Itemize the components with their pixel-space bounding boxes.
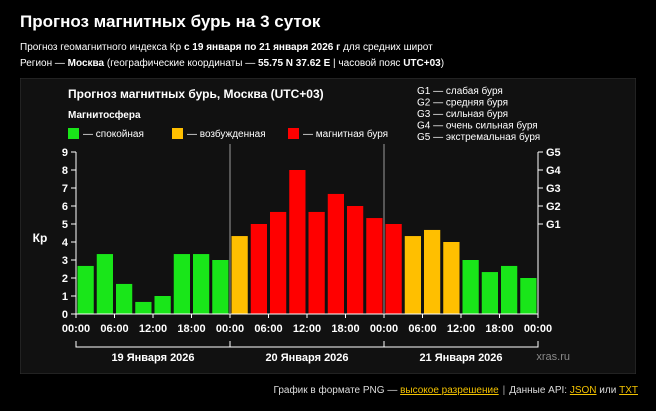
kp-bar	[154, 296, 171, 314]
x-tick-label: 12:00	[447, 323, 475, 335]
kp-bar	[327, 193, 344, 314]
high-res-link[interactable]: высокое разрешение	[400, 385, 499, 396]
forecast-description: Прогноз геомагнитного индекса Кр с 19 ян…	[20, 42, 433, 53]
png-prefix: График в формате PNG —	[273, 385, 401, 396]
api-prefix: Данные API:	[509, 385, 570, 396]
legend-swatch-calm	[68, 128, 79, 139]
storm-scale-legend-item: G3 — сильная буря	[417, 108, 508, 120]
kp-bar	[289, 170, 306, 314]
legend-label-storm: — магнитная буря	[303, 128, 388, 140]
x-tick-label: 06:00	[254, 323, 282, 335]
x-tick-label: 06:00	[408, 323, 436, 335]
x-tick-label: 00:00	[370, 323, 398, 335]
region-sep: | часовой пояс	[330, 58, 404, 69]
kp-bar	[366, 218, 383, 314]
x-tick-label: 18:00	[485, 323, 513, 335]
y-tick-label: 4	[62, 237, 69, 249]
x-tick-label: 00:00	[62, 323, 90, 335]
region-mid: (географические координаты —	[104, 58, 258, 69]
kp-bar	[231, 236, 248, 314]
kp-bar	[385, 224, 402, 314]
x-tick-label: 00:00	[524, 323, 552, 335]
region-city: Москва	[67, 58, 105, 69]
kp-bar	[501, 265, 518, 314]
y-tick-label: 8	[62, 165, 68, 177]
description-suffix: для средних широт	[340, 42, 433, 53]
day-label: 20 Января 2026	[265, 352, 348, 364]
kp-forecast-chart: Прогноз магнитных бурь, Москва (UTC+03) М…	[20, 78, 636, 374]
x-tick-label: 06:00	[100, 323, 128, 335]
x-tick-label: 18:00	[177, 323, 205, 335]
g-tick-label: G3	[546, 183, 561, 195]
storm-scale-legend-item: G1 — слабая буря	[417, 85, 503, 97]
region-coords: 55.75 N 37.62 E	[258, 58, 331, 69]
or-text: или	[596, 385, 620, 396]
y-tick-label: 7	[62, 183, 68, 195]
kp-bar	[520, 278, 537, 314]
y-tick-label: 9	[62, 147, 68, 159]
kp-bar	[404, 236, 421, 314]
legend-title: Магнитосфера	[68, 109, 141, 121]
kp-bar	[424, 229, 441, 314]
forecast-dates: с 19 января по 21 января 2026 г	[183, 42, 341, 53]
kp-bar	[193, 254, 210, 314]
description-prefix: Прогноз геомагнитного индекса Кр	[20, 42, 184, 53]
y-tick-label: 3	[62, 255, 68, 267]
storm-scale-legend-item: G4 — очень сильная буря	[417, 120, 538, 132]
kp-bar	[462, 260, 479, 314]
y-tick-label: 6	[62, 201, 68, 213]
storm-scale-legend-item: G2 — средняя буря	[417, 97, 508, 109]
g-tick-label: G1	[546, 219, 561, 231]
day-label: 19 Января 2026	[111, 352, 194, 364]
watermark: xras.ru	[536, 351, 570, 363]
g-tick-label: G5	[546, 147, 561, 159]
y-tick-label: 5	[62, 219, 68, 231]
day-bracket	[383, 341, 539, 348]
x-tick-label: 12:00	[139, 323, 167, 335]
kp-bar	[173, 254, 190, 314]
kp-bar	[270, 211, 287, 314]
kp-bar	[116, 283, 133, 314]
y-tick-label: 2	[62, 273, 68, 285]
legend-label-calm: — спокойная	[83, 129, 144, 140]
chart-title: Прогноз магнитных бурь, Москва (UTC+03)	[68, 87, 324, 101]
x-tick-label: 12:00	[293, 323, 321, 335]
storm-scale-legend-item: G5 — экстремальная буря	[417, 131, 540, 143]
kp-bar	[443, 242, 460, 314]
kp-bar	[250, 224, 267, 314]
g-tick-label: G4	[546, 165, 562, 177]
x-tick-label: 18:00	[331, 323, 359, 335]
y-tick-label: 1	[62, 291, 68, 303]
kp-bar	[481, 272, 498, 314]
json-link[interactable]: JSON	[569, 385, 597, 396]
day-label: 21 Января 2026	[419, 352, 502, 364]
footer-separator: |	[502, 385, 506, 396]
y-axis-label: Кр	[33, 231, 48, 245]
page-title: Прогноз магнитных бурь на 3 суток	[20, 12, 321, 31]
kp-bar	[135, 301, 152, 314]
kp-bar	[212, 260, 229, 314]
region-prefix: Регион —	[20, 58, 68, 69]
legend-swatch-storm	[288, 128, 299, 139]
region-timezone: UTC+03	[403, 58, 441, 69]
footer: График в формате PNG — высокое разрешени…	[273, 385, 638, 396]
kp-bar	[347, 206, 364, 314]
kp-bar	[308, 211, 325, 314]
txt-link[interactable]: TXT	[619, 385, 638, 396]
kp-bar	[77, 265, 94, 314]
g-tick-label: G2	[546, 201, 561, 213]
legend-swatch-excited	[172, 128, 183, 139]
legend-label-excited: — возбужденная	[187, 128, 266, 140]
region-end: )	[440, 58, 445, 69]
kp-bar	[96, 254, 113, 314]
y-tick-label: 0	[62, 309, 68, 321]
x-tick-label: 00:00	[216, 323, 244, 335]
region-info: Регион — Москва (географические координа…	[20, 58, 444, 69]
